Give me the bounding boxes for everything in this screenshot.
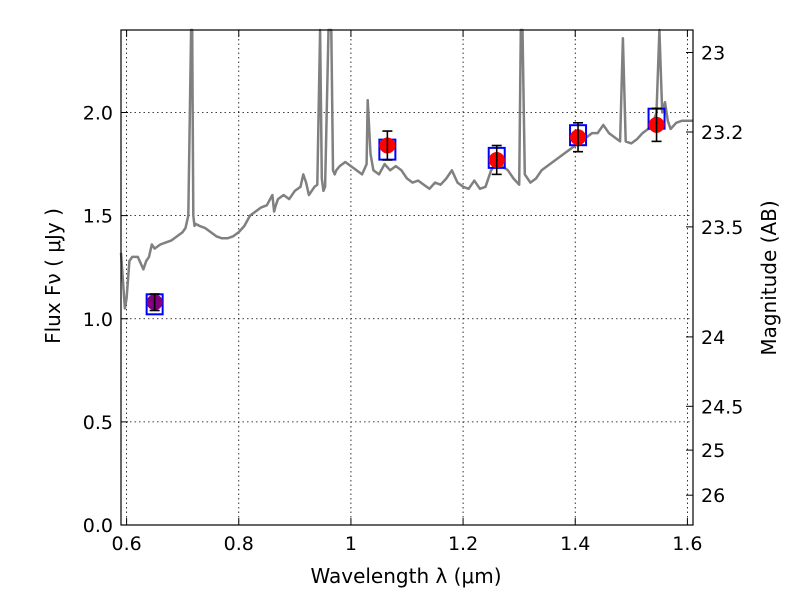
magnitude-tick-label: 25	[701, 440, 725, 462]
magnitude-tick-label: 23.5	[701, 217, 743, 239]
x-axis-label: Wavelength λ (μm)	[310, 564, 501, 588]
magnitude-tick-label: 23.2	[701, 122, 743, 144]
x-axis-ticks: 0.6 0.8 1 1.2 1.4 1.6	[111, 30, 703, 555]
x-tick-label: 1.2	[448, 533, 478, 555]
x-tick-label: 0.8	[224, 533, 254, 555]
magnitude-tick-label: 23	[701, 43, 725, 65]
magnitude-axis-label: Magnitude (AB)	[757, 200, 781, 355]
y-axis-ticks: 0.0 0.5 1.0 1.5 2.0	[83, 103, 128, 537]
x-tick-label: 0.6	[111, 533, 141, 555]
plot-frame	[120, 29, 694, 526]
magnitude-tick-label: 24	[701, 327, 725, 349]
y-tick-label: 0.5	[83, 412, 113, 434]
y-tick-label: 1.5	[83, 206, 113, 228]
x-tick-label: 1.4	[560, 533, 590, 555]
y-tick-label: 0.0	[83, 515, 113, 537]
photometry-points	[145, 107, 666, 316]
grid-lines	[121, 30, 693, 526]
y-tick-label: 2.0	[83, 103, 113, 125]
x-tick-label: 1.6	[672, 533, 702, 555]
model-spectrum-line	[119, 28, 693, 310]
y-tick-label: 1.0	[83, 309, 113, 331]
magnitude-tick-label: 26	[701, 485, 725, 507]
magnitude-axis-ticks: 23 23.2 23.5 24 24.5 25 26	[686, 43, 743, 507]
x-tick-label: 1	[345, 533, 357, 555]
magnitude-tick-label: 24.5	[701, 396, 743, 418]
y-axis-label: Flux Fν ( μJy )	[41, 208, 65, 344]
plot-area	[119, 28, 693, 316]
